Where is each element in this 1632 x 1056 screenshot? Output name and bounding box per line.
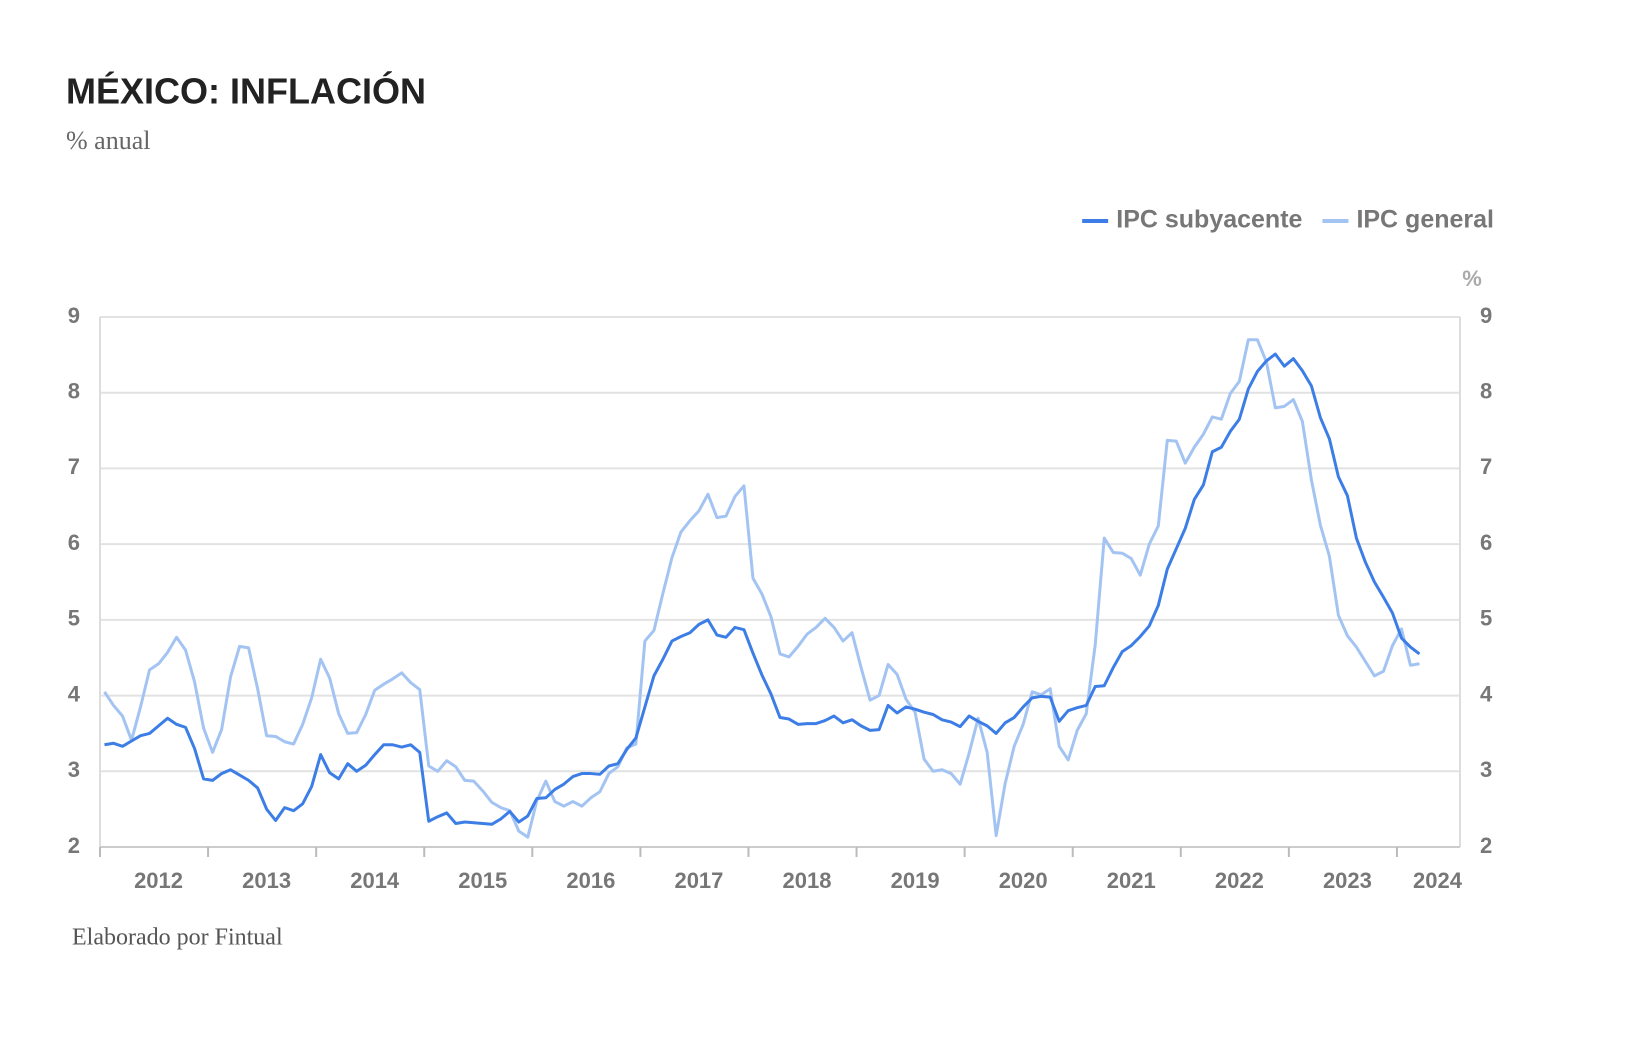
x-tick-label: 2022	[1215, 868, 1264, 893]
x-tick-label: 2019	[891, 868, 940, 893]
x-tick-label: 2013	[242, 868, 291, 893]
y2-tick-label: 9	[1480, 303, 1492, 328]
x-tick-label: 2012	[134, 868, 183, 893]
x-tick-label: 2023	[1323, 868, 1372, 893]
source-note: Elaborado por Fintual	[72, 925, 283, 951]
y2-tick-label: 4	[1480, 681, 1493, 706]
y-tick-label: 5	[68, 606, 80, 631]
x-tick-label: 2021	[1107, 868, 1156, 893]
y-tick-label: 6	[68, 530, 80, 555]
y-tick-label: 8	[68, 379, 80, 404]
y2-tick-label: 8	[1480, 379, 1492, 404]
y-tick-label: 9	[68, 303, 80, 328]
legend: IPC general IPC subyacente	[1082, 206, 1494, 234]
legend-label: IPC general	[1356, 206, 1494, 234]
y-tick-label: 7	[68, 454, 80, 479]
y2-tick-label: 2	[1480, 833, 1492, 858]
x-tick-label: 2016	[566, 868, 615, 893]
series-line	[104, 352, 1421, 826]
chart-subtitle: % anual	[66, 126, 150, 155]
y-tick-label: 3	[68, 757, 80, 782]
chart-title: MÉXICO: INFLACIÓN	[66, 70, 426, 112]
series-line	[103, 338, 1420, 839]
x-tick-label: 2024	[1413, 868, 1463, 893]
y2-tick-label: 7	[1480, 454, 1492, 479]
y2-tick-label: 6	[1480, 530, 1492, 555]
y2-axis-label: %	[1462, 266, 1482, 291]
y-tick-label: 2	[68, 833, 80, 858]
legend-label: IPC subyacente	[1116, 206, 1302, 234]
y2-tick-label: 5	[1480, 606, 1492, 631]
y2-tick-label: 3	[1480, 757, 1492, 782]
x-tick-label: 2020	[999, 868, 1048, 893]
x-tick-label: 2017	[674, 868, 723, 893]
x-tick-label: 2015	[458, 868, 507, 893]
x-tick-label: 2018	[783, 868, 832, 893]
x-tick-label: 2014	[350, 868, 400, 893]
y-tick-label: 4	[68, 681, 81, 706]
